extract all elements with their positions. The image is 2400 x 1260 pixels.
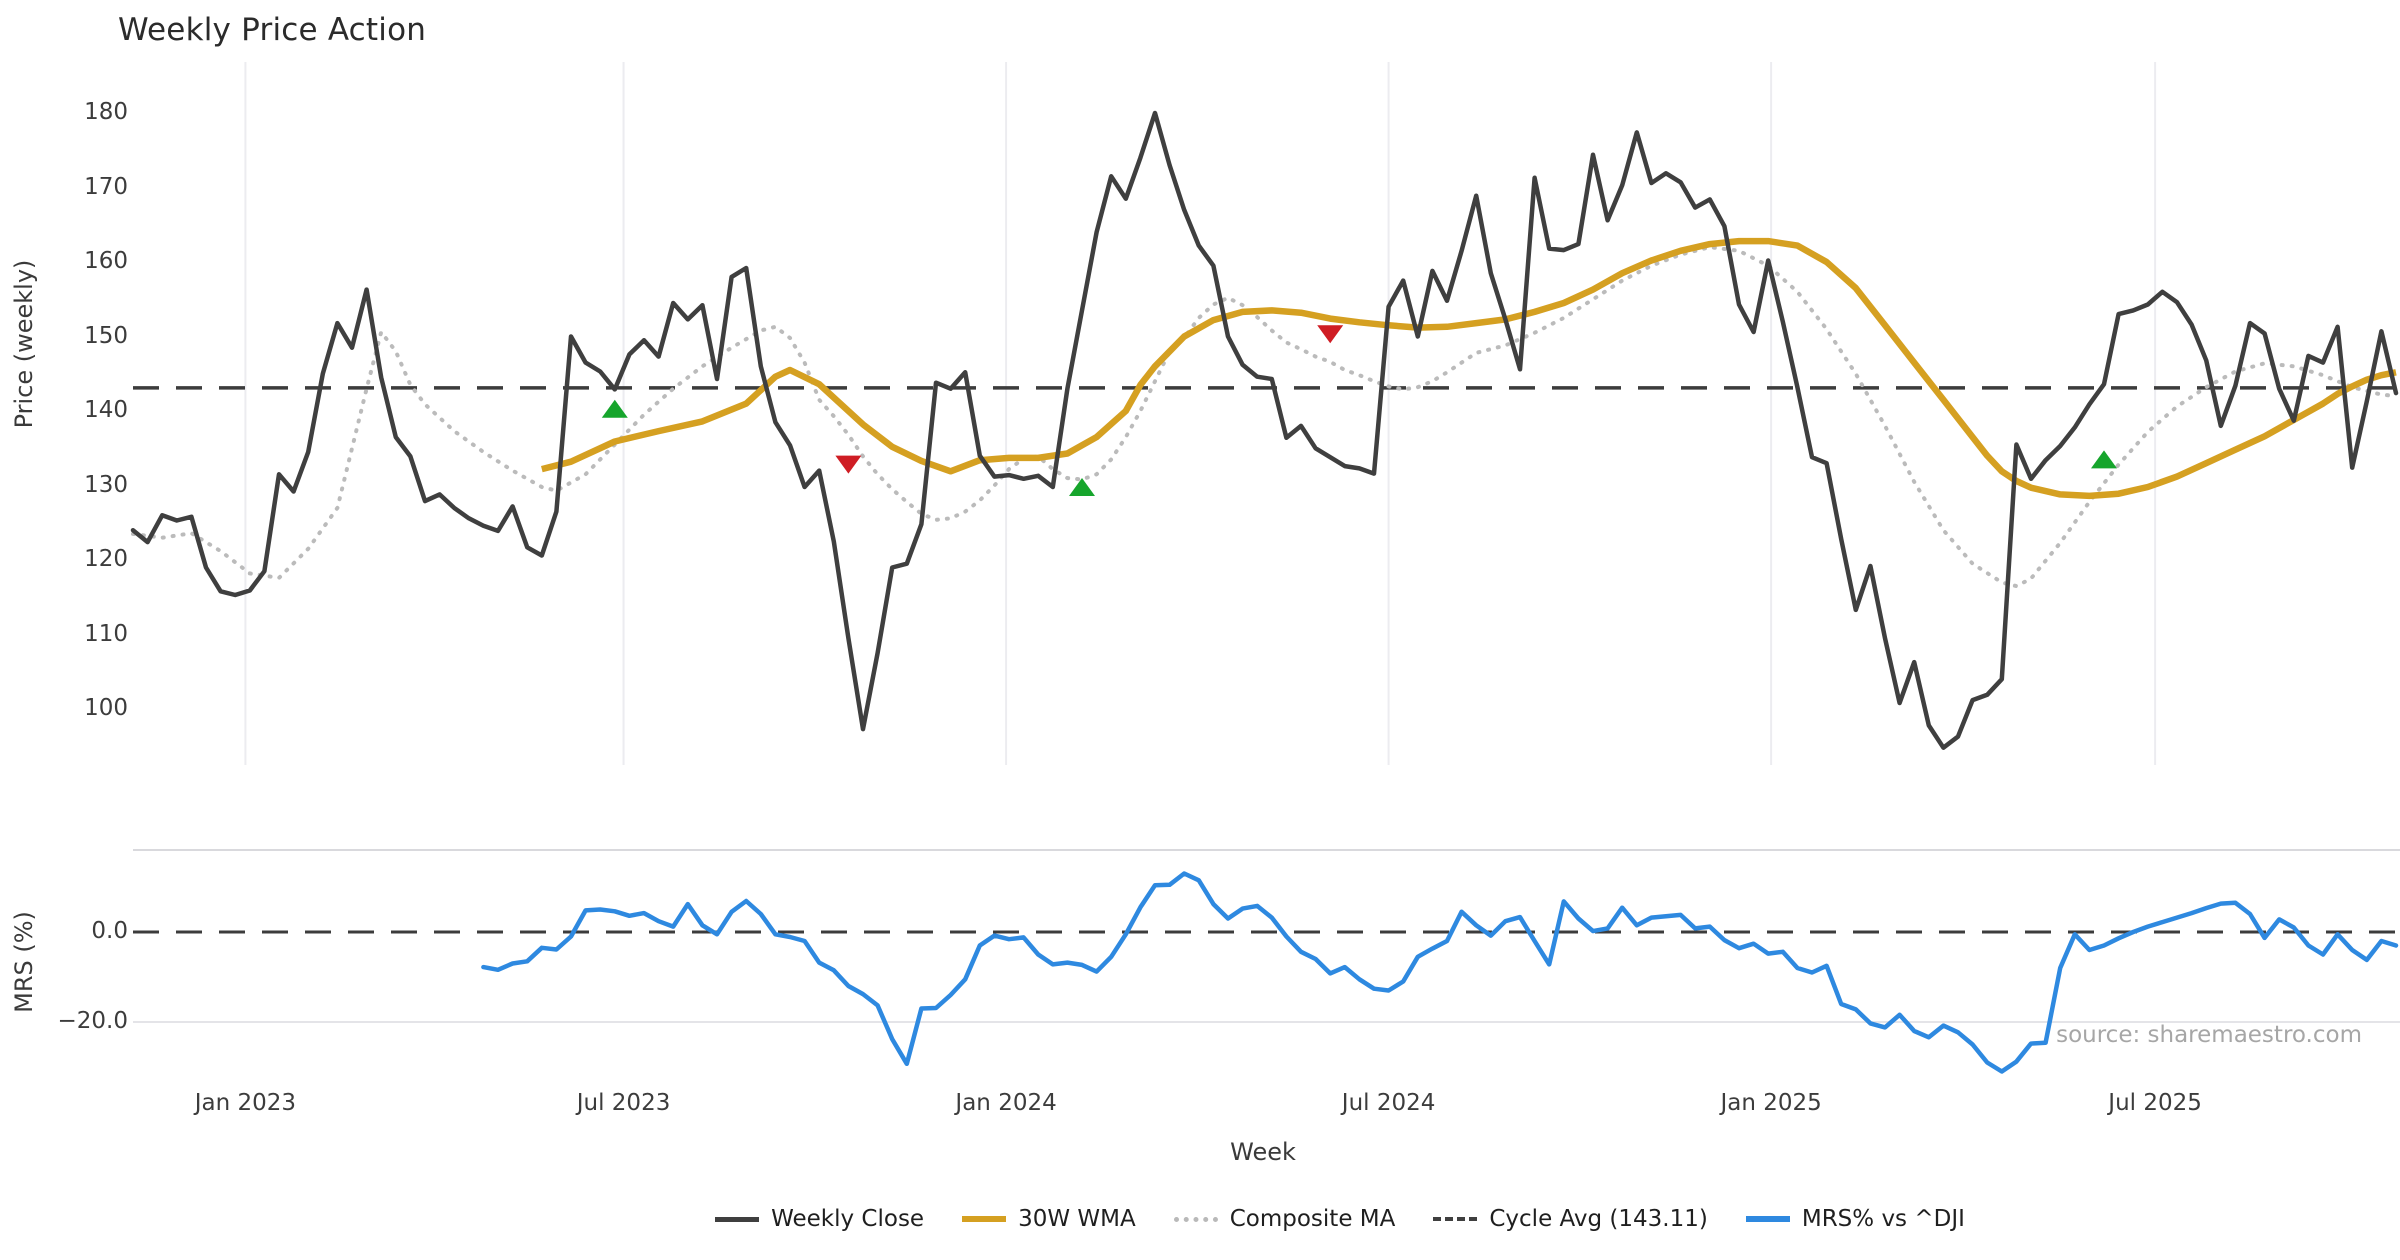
price-tick-label: 150: [84, 322, 128, 349]
buy-signal-triangle-icon: [1069, 477, 1095, 496]
price-axis-title: Price (weekly): [10, 259, 38, 429]
sell-signal-triangle-icon: [835, 455, 862, 474]
x-tick-label: Jul 2025: [2108, 1090, 2202, 1116]
mrs-line-icon: [1745, 1216, 1790, 1222]
weekly-close-line: [130, 110, 2399, 750]
buy-signal-triangle-icon: [2091, 450, 2117, 469]
price-tick-label: 170: [84, 173, 128, 200]
legend: Weekly Close 30W WMA Composite MA Cycle …: [280, 1206, 2400, 1232]
buy-signal-triangle-icon: [601, 399, 628, 418]
price-tick-label: 160: [84, 248, 128, 274]
composite-ma-line-icon: [1173, 1216, 1218, 1222]
mrs-tick-label: −20.0: [57, 1008, 128, 1034]
price-tick-label: 140: [84, 397, 128, 423]
sell-signal-triangle-icon: [1317, 325, 1344, 344]
wma-30w-line: [541, 237, 2397, 500]
legend-label: MRS% vs ^DJI: [1801, 1206, 1965, 1232]
legend-label: Composite MA: [1229, 1206, 1396, 1232]
composite-ma-line: [131, 245, 2398, 589]
price-tick-label: 110: [84, 620, 128, 647]
mrs-tick-label: 0.0: [91, 918, 128, 944]
cycle-avg-line-icon: [1433, 1217, 1478, 1221]
mrs-axis-title: MRS (%): [10, 911, 38, 1013]
wma-line-icon: [962, 1216, 1007, 1222]
x-tick-label: Jul 2024: [1341, 1090, 1436, 1116]
weekly-close-line-icon: [715, 1216, 760, 1222]
x-tick-label: Jan 2023: [194, 1090, 297, 1116]
price-tick-label: 100: [84, 695, 128, 721]
legend-item-30w-wma: 30W WMA: [962, 1206, 1136, 1232]
chart-title: Weekly Price Action: [118, 12, 427, 48]
legend-item-composite-ma: Composite MA: [1173, 1206, 1396, 1232]
x-axis-title: Week: [1230, 1138, 1296, 1166]
x-tick-label: Jan 2025: [1720, 1090, 1822, 1116]
source-note: source: sharemaestro.com: [2056, 1022, 2362, 1048]
legend-label: Cycle Avg (143.11): [1489, 1206, 1708, 1232]
legend-label: 30W WMA: [1018, 1206, 1136, 1232]
legend-item-weekly-close: Weekly Close: [715, 1206, 924, 1232]
legend-item-mrs: MRS% vs ^DJI: [1745, 1206, 1965, 1232]
legend-label: Weekly Close: [771, 1206, 925, 1232]
x-tick-label: Jul 2023: [576, 1090, 671, 1116]
legend-item-cycle-avg: Cycle Avg (143.11): [1433, 1206, 1708, 1232]
price-tick-label: 120: [84, 546, 128, 572]
price-tick-label: 180: [84, 99, 128, 125]
price-tick-label: 130: [84, 471, 128, 498]
x-tick-label: Jan 2024: [955, 1090, 1057, 1116]
